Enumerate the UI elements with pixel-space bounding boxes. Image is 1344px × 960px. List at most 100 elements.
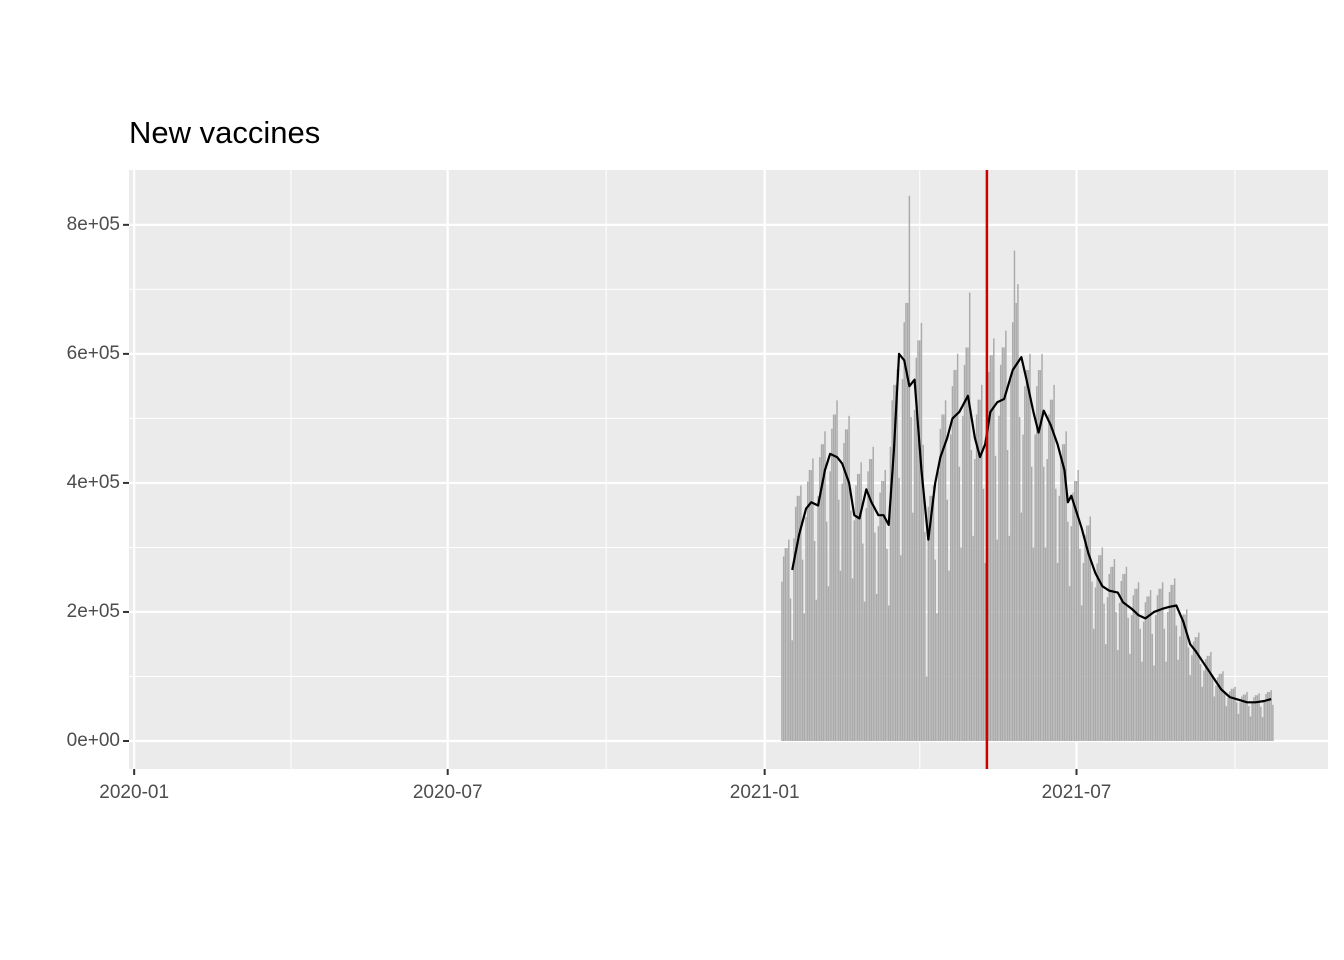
- bar: [1051, 399, 1054, 741]
- bar: [1158, 588, 1160, 741]
- bar: [1074, 480, 1076, 741]
- bar: [963, 364, 966, 741]
- bar: [860, 462, 862, 741]
- bar: [1110, 566, 1112, 741]
- bar: [1204, 659, 1207, 741]
- bar: [917, 340, 919, 741]
- bar: [1206, 655, 1209, 741]
- bar: [855, 485, 857, 741]
- bar: [993, 338, 995, 741]
- bar: [1137, 582, 1140, 741]
- bar: [1244, 694, 1247, 741]
- bar: [922, 444, 924, 741]
- bar: [998, 415, 1000, 741]
- bar: [1141, 661, 1143, 741]
- bar: [1272, 704, 1274, 741]
- bar: [1222, 671, 1224, 741]
- bar: [796, 495, 799, 741]
- bar: [1199, 664, 1202, 741]
- bar: [851, 578, 854, 741]
- bar: [1094, 587, 1097, 741]
- bar: [1163, 628, 1166, 741]
- bar: [1253, 697, 1255, 741]
- bar: [1039, 370, 1042, 741]
- bar: [967, 347, 969, 741]
- bar: [1184, 614, 1186, 741]
- bar: [1156, 595, 1159, 741]
- bar: [869, 459, 871, 741]
- bar: [1068, 586, 1071, 741]
- bar: [1101, 547, 1104, 741]
- bar: [1191, 655, 1193, 741]
- bar: [800, 485, 802, 741]
- bar: [1123, 573, 1126, 741]
- bar: [829, 471, 831, 741]
- bar: [1065, 431, 1067, 741]
- bar: [1148, 596, 1150, 741]
- bar: [1075, 480, 1078, 741]
- bar: [1266, 691, 1269, 741]
- bar: [1142, 621, 1145, 741]
- bar: [877, 526, 880, 741]
- bar: [1198, 632, 1200, 741]
- y-tick-label: 2e+05: [67, 601, 120, 622]
- bar: [1118, 602, 1121, 741]
- bar: [815, 599, 818, 741]
- bar: [1168, 591, 1171, 741]
- bar: [1032, 547, 1035, 741]
- bar: [1092, 628, 1095, 741]
- bar: [1006, 450, 1009, 741]
- bar: [1215, 685, 1217, 741]
- bar: [1237, 713, 1240, 741]
- bar: [875, 593, 878, 741]
- bar: [1015, 302, 1017, 741]
- bar: [1134, 588, 1136, 741]
- bar: [838, 499, 840, 741]
- bar: [841, 483, 843, 741]
- bar: [968, 292, 971, 741]
- bar: [817, 495, 819, 741]
- bar: [920, 322, 923, 741]
- bar: [1234, 686, 1236, 741]
- bar: [1248, 706, 1250, 741]
- bar: [962, 415, 964, 741]
- bar: [879, 492, 881, 741]
- bar: [925, 676, 928, 741]
- bar: [1132, 595, 1135, 741]
- bar: [936, 613, 938, 741]
- bar: [1027, 370, 1029, 741]
- bar: [865, 508, 868, 741]
- bar: [1056, 562, 1059, 741]
- bar: [1254, 695, 1257, 741]
- bar: [1175, 625, 1178, 741]
- bar: [915, 357, 918, 741]
- bar: [807, 481, 809, 741]
- bar: [1036, 386, 1038, 741]
- bar: [1060, 457, 1062, 741]
- bar: [881, 480, 883, 741]
- bar: [1122, 573, 1124, 741]
- bar: [882, 480, 885, 741]
- bar: [846, 429, 849, 741]
- bar: [822, 444, 824, 741]
- bar: [819, 457, 821, 741]
- bar: [1113, 559, 1116, 741]
- bar: [994, 455, 997, 741]
- bar: [941, 414, 943, 741]
- bar: [1256, 695, 1259, 741]
- bar: [1058, 495, 1060, 741]
- bar: [1044, 547, 1047, 741]
- bar: [1146, 596, 1148, 741]
- bar: [874, 532, 876, 741]
- bar: [1186, 609, 1188, 741]
- bar: [1108, 573, 1110, 741]
- bar: [1043, 466, 1045, 741]
- bar: [825, 521, 828, 741]
- bar: [788, 539, 790, 741]
- bar: [1024, 386, 1026, 741]
- x-tick-label: 2020-01: [99, 782, 169, 803]
- bar: [972, 535, 974, 741]
- bar: [1005, 330, 1007, 741]
- bar: [1194, 637, 1197, 741]
- bar: [1070, 526, 1073, 741]
